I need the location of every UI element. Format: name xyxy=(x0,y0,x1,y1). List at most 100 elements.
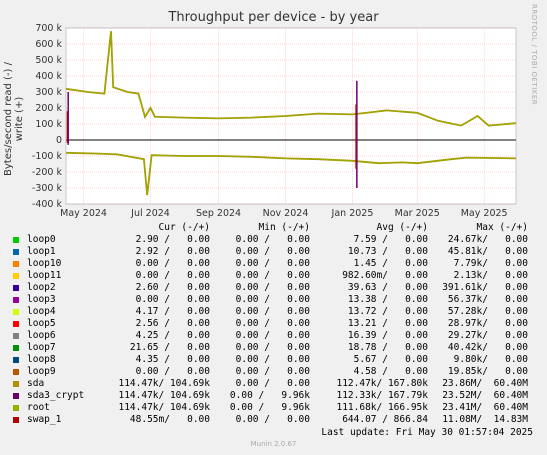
legend-header-min: Min (-/+) xyxy=(258,222,310,233)
legend-avg: 982.60m/ 0.00 xyxy=(342,270,428,281)
legend-name: root xyxy=(27,402,50,413)
throughput-chart: 700 k 600 k 500 k 400 k 300 k 200 k 100 k 0 -100… xyxy=(32,23,517,219)
legend-swatch xyxy=(13,285,19,291)
legend-avg: 4.58 / 0.00 xyxy=(353,366,428,377)
legend-swatch xyxy=(13,297,19,303)
series-line-read-root xyxy=(65,152,517,196)
legend-row: loop3 0.00 / 0.00 0.00 / 0.00 13.38 / 0.00 5… xyxy=(10,294,528,306)
legend-cur: 4.35 / 0.00 xyxy=(135,354,210,365)
legend-swatch xyxy=(13,417,19,423)
legend-min: 0.00 / 0.00 xyxy=(235,258,310,269)
legend-avg: 16.39 / 0.00 xyxy=(347,330,428,341)
y-tick-label: 700 k xyxy=(35,23,62,34)
legend-cur: 2.90 / 0.00 xyxy=(135,234,210,245)
chart-title: Throughput per device - by year xyxy=(168,10,379,25)
legend-swatch xyxy=(13,369,19,375)
y-tick-label: 600 k xyxy=(35,39,62,50)
legend-min: 0.00 / 0.00 xyxy=(235,270,310,281)
legend-min: 0.00 / 0.00 xyxy=(235,342,310,353)
legend-max: 29.27k/ 0.00 xyxy=(447,330,528,341)
legend-name: loop3 xyxy=(27,294,56,305)
legend-name: loop2 xyxy=(27,282,56,293)
legend-swatch xyxy=(13,321,19,327)
legend-min: 0.00 / 9.96k xyxy=(229,402,310,413)
legend-cur: 21.65 / 0.00 xyxy=(129,342,210,353)
y-tick-label: 200 k xyxy=(35,103,62,114)
legend-cur: 4.25 / 0.00 xyxy=(135,330,210,341)
legend-swatch xyxy=(13,309,19,315)
legend-row: sda3_crypt 114.47k/ 104.69k 0.00 / 9.96k 11… xyxy=(10,390,528,402)
legend-name: loop0 xyxy=(27,234,56,245)
legend-cur: 114.47k/ 104.69k xyxy=(118,390,210,401)
legend-max: 28.97k/ 0.00 xyxy=(447,318,528,329)
legend-swatch xyxy=(13,381,19,387)
legend-max: 11.08M/ 14.83M xyxy=(442,414,528,425)
legend-min: 0.00 / 0.00 xyxy=(235,366,310,377)
legend-name: swap_1 xyxy=(27,414,62,425)
legend-max: 2.13k/ 0.00 xyxy=(453,270,528,281)
legend-min: 0.00 / 0.00 xyxy=(235,354,310,365)
legend-swatch xyxy=(13,237,19,243)
legend-name: loop7 xyxy=(27,342,56,353)
legend-avg: 1.45 / 0.00 xyxy=(353,258,428,269)
legend-cur: 2.56 / 0.00 xyxy=(135,318,210,329)
legend-cur: 4.17 / 0.00 xyxy=(135,306,210,317)
legend-max: 7.79k/ 0.00 xyxy=(453,258,528,269)
legend-cur: 0.00 / 0.00 xyxy=(135,258,210,269)
legend-max: 40.42k/ 0.00 xyxy=(447,342,528,353)
legend-max: 23.52M/ 60.40M xyxy=(442,390,528,401)
rrdtool-credit: RRDTOOL / TOBI OETIKER xyxy=(530,4,538,106)
x-tick-label: May 2024 xyxy=(60,208,107,219)
legend-min: 0.00 / 0.00 xyxy=(235,414,310,425)
legend-header: Cur (-/+) Min (-/+) Avg (-/+) Max (-/+) xyxy=(10,222,528,234)
last-update: Last update: Fri May 30 01:57:04 2025 xyxy=(321,427,533,438)
legend-swatch xyxy=(13,273,19,279)
legend-swatch xyxy=(13,333,19,339)
legend-name: loop9 xyxy=(27,366,56,377)
munin-version: Munin 2.0.67 xyxy=(250,440,297,448)
legend-row: loop1 2.92 / 0.00 0.00 / 0.00 10.73 / 0.00 4… xyxy=(10,246,528,258)
legend-row: loop2 2.60 / 0.00 0.00 / 0.00 39.63 / 0.00 3… xyxy=(10,282,528,294)
legend-swatch xyxy=(13,357,19,363)
legend-avg: 18.78 / 0.00 xyxy=(347,342,428,353)
legend-swatch xyxy=(13,249,19,255)
legend-row: loop0 2.90 / 0.00 0.00 / 0.00 7.59 / 0.00 24… xyxy=(10,234,528,246)
x-tick-label: Jan 2025 xyxy=(331,208,374,219)
legend-row: loop6 4.25 / 0.00 0.00 / 0.00 16.39 / 0.00 2… xyxy=(10,330,528,342)
y-tick-label: -100 k xyxy=(32,151,63,162)
legend-cur: 48.55m/ 0.00 xyxy=(129,414,210,425)
legend-max: 45.81k/ 0.00 xyxy=(447,246,528,257)
legend-swatch xyxy=(13,345,19,351)
legend-table: Cur (-/+) Min (-/+) Avg (-/+) Max (-/+) … xyxy=(10,222,528,426)
legend-row: swap_1 48.55m/ 0.00 0.00 / 0.00 644.07 / 86… xyxy=(10,414,528,426)
legend-min: 0.00 / 0.00 xyxy=(235,294,310,305)
legend-header-avg: Avg (-/+) xyxy=(376,222,428,233)
legend-avg: 644.07 / 866.84 xyxy=(342,414,428,425)
legend-max: 24.67k/ 0.00 xyxy=(447,234,528,245)
legend-avg: 13.72 / 0.00 xyxy=(347,306,428,317)
legend-max: 57.28k/ 0.00 xyxy=(447,306,528,317)
y-tick-label: 500 k xyxy=(35,55,62,66)
x-tick-label: May 2025 xyxy=(461,208,508,219)
legend-min: 0.00 / 0.00 xyxy=(235,330,310,341)
legend-max: 391.61k/ 0.00 xyxy=(442,282,528,293)
x-tick-label: Nov 2024 xyxy=(263,208,309,219)
legend-avg: 13.21 / 0.00 xyxy=(347,318,428,329)
legend-name: loop4 xyxy=(27,306,56,317)
legend-row: loop5 2.56 / 0.00 0.00 / 0.00 13.21 / 0.00 2… xyxy=(10,318,528,330)
legend-name: loop11 xyxy=(27,270,62,281)
y-tick-label: 0 xyxy=(56,135,62,146)
legend-min: 0.00 / 9.96k xyxy=(229,390,310,401)
legend-swatch xyxy=(13,261,19,267)
legend-row: loop4 4.17 / 0.00 0.00 / 0.00 13.72 / 0.00 5… xyxy=(10,306,528,318)
y-tick-label: 400 k xyxy=(35,71,62,82)
legend-avg: 112.33k/ 167.79k xyxy=(336,390,428,401)
y-tick-label: 300 k xyxy=(35,87,62,98)
legend-row: loop10 0.00 / 0.00 0.00 / 0.00 1.45 / 0.00 7… xyxy=(10,258,528,270)
legend-min: 0.00 / 0.00 xyxy=(235,282,310,293)
legend-cur: 114.47k/ 104.69k xyxy=(118,378,210,389)
legend-max: 56.37k/ 0.00 xyxy=(447,294,528,305)
legend-cur: 2.92 / 0.00 xyxy=(135,246,210,257)
legend-min: 0.00 / 0.00 xyxy=(235,246,310,257)
legend-max: 23.86M/ 60.40M xyxy=(442,378,528,389)
